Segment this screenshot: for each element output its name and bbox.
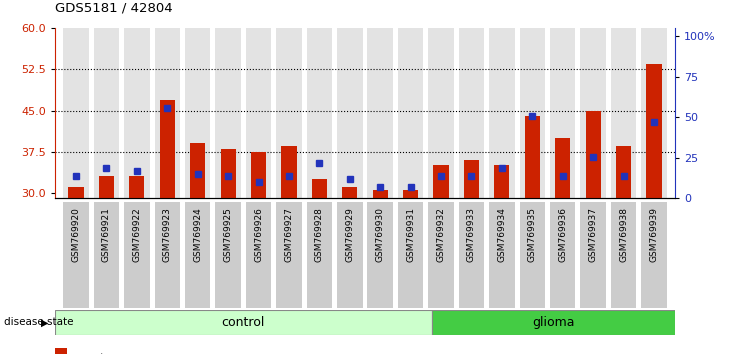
Bar: [555, 138, 570, 198]
Bar: [185, 202, 210, 308]
Bar: [246, 28, 272, 198]
Bar: [93, 202, 119, 308]
Bar: [307, 28, 332, 198]
Text: GSM769925: GSM769925: [223, 207, 233, 262]
Bar: [124, 28, 150, 198]
Text: disease state: disease state: [4, 318, 73, 327]
Bar: [251, 152, 266, 198]
Text: control: control: [222, 316, 265, 329]
Bar: [494, 165, 510, 198]
Bar: [611, 28, 637, 198]
Bar: [641, 202, 666, 308]
Bar: [432, 310, 675, 335]
Text: GDS5181 / 42804: GDS5181 / 42804: [55, 1, 172, 14]
Bar: [372, 190, 388, 198]
Bar: [489, 202, 515, 308]
Bar: [276, 28, 301, 198]
Text: GSM769930: GSM769930: [376, 207, 385, 262]
Bar: [367, 28, 393, 198]
Text: GSM769926: GSM769926: [254, 207, 263, 262]
Bar: [398, 28, 423, 198]
Text: ▶: ▶: [42, 318, 49, 327]
Bar: [429, 28, 454, 198]
Text: GSM769939: GSM769939: [650, 207, 658, 262]
Bar: [520, 28, 545, 198]
Bar: [99, 176, 114, 198]
Bar: [520, 202, 545, 308]
Bar: [312, 179, 327, 198]
Bar: [215, 202, 241, 308]
Text: glioma: glioma: [532, 316, 575, 329]
Bar: [337, 28, 363, 198]
Bar: [337, 202, 363, 308]
Text: GSM769935: GSM769935: [528, 207, 537, 262]
Bar: [550, 202, 575, 308]
Bar: [281, 146, 296, 198]
Bar: [646, 64, 661, 198]
Bar: [458, 28, 484, 198]
Text: GSM769932: GSM769932: [437, 207, 445, 262]
Bar: [55, 310, 432, 335]
Bar: [580, 28, 606, 198]
Text: GSM769933: GSM769933: [467, 207, 476, 262]
Bar: [403, 190, 418, 198]
Text: GSM769927: GSM769927: [285, 207, 293, 262]
Bar: [616, 146, 631, 198]
Bar: [429, 202, 454, 308]
Bar: [489, 28, 515, 198]
Text: GSM769929: GSM769929: [345, 207, 354, 262]
Bar: [220, 149, 236, 198]
Bar: [64, 28, 89, 198]
Text: GSM769920: GSM769920: [72, 207, 80, 262]
Bar: [307, 202, 332, 308]
Bar: [464, 160, 479, 198]
Bar: [190, 143, 205, 198]
Bar: [580, 202, 606, 308]
Bar: [124, 202, 150, 308]
Text: GSM769922: GSM769922: [132, 207, 142, 262]
Text: GSM769924: GSM769924: [193, 207, 202, 262]
Bar: [525, 116, 540, 198]
Bar: [246, 202, 272, 308]
Bar: [611, 202, 637, 308]
Text: GSM769936: GSM769936: [558, 207, 567, 262]
Bar: [55, 348, 67, 354]
Text: GSM769934: GSM769934: [497, 207, 507, 262]
Bar: [398, 202, 423, 308]
Text: GSM769921: GSM769921: [102, 207, 111, 262]
Bar: [185, 28, 210, 198]
Text: count: count: [73, 353, 105, 354]
Text: GSM769928: GSM769928: [315, 207, 324, 262]
Bar: [342, 187, 358, 198]
Text: GSM769938: GSM769938: [619, 207, 628, 262]
Bar: [367, 202, 393, 308]
Bar: [641, 28, 666, 198]
Bar: [69, 187, 84, 198]
Bar: [434, 165, 449, 198]
Bar: [129, 176, 145, 198]
Bar: [160, 99, 175, 198]
Bar: [155, 28, 180, 198]
Bar: [550, 28, 575, 198]
Bar: [215, 28, 241, 198]
Text: GSM769931: GSM769931: [406, 207, 415, 262]
Text: GSM769937: GSM769937: [588, 207, 598, 262]
Bar: [155, 202, 180, 308]
Bar: [276, 202, 301, 308]
Bar: [93, 28, 119, 198]
Bar: [64, 202, 89, 308]
Bar: [585, 110, 601, 198]
Bar: [458, 202, 484, 308]
Text: GSM769923: GSM769923: [163, 207, 172, 262]
